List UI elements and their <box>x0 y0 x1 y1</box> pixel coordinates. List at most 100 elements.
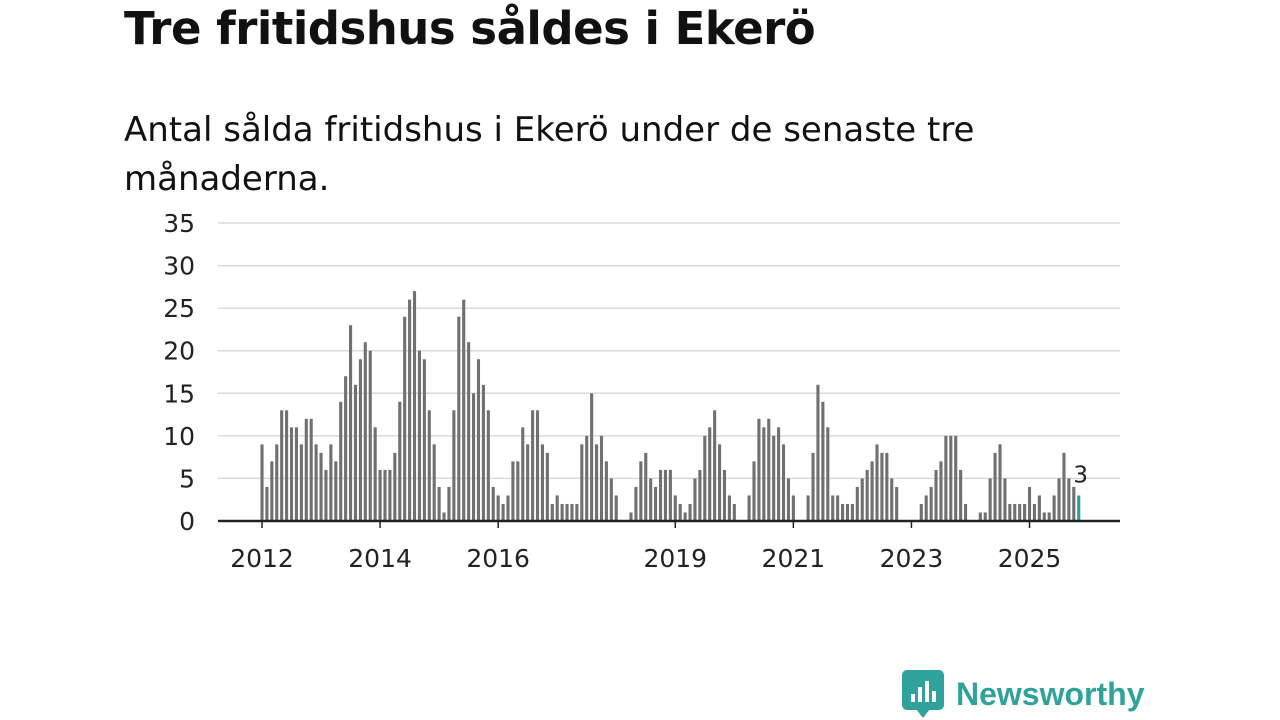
y-tick-label: 35 <box>163 209 195 238</box>
bar <box>319 452 323 521</box>
bar <box>629 512 633 521</box>
bar <box>550 503 554 521</box>
bar <box>265 486 269 521</box>
highlight-data-label: 3 <box>1073 462 1088 488</box>
bar <box>757 418 761 521</box>
bar <box>516 461 520 521</box>
bar <box>467 342 471 521</box>
bar <box>703 435 707 521</box>
bar <box>688 503 692 521</box>
bar <box>585 435 589 521</box>
bar <box>668 469 672 521</box>
bar <box>476 359 481 521</box>
y-tick-label: 20 <box>163 337 195 366</box>
bar <box>988 478 992 521</box>
bar <box>599 435 604 521</box>
y-tick-label: 10 <box>163 422 195 451</box>
bar <box>570 503 574 521</box>
bar <box>959 469 963 521</box>
bar <box>673 495 677 521</box>
bar <box>752 461 756 521</box>
bar <box>432 444 436 521</box>
bar <box>639 461 643 521</box>
bar <box>462 299 466 521</box>
bar <box>1023 503 1027 521</box>
bar <box>644 452 648 521</box>
x-tick-label: 2021 <box>762 544 826 573</box>
bar <box>309 418 313 521</box>
bar <box>978 512 982 521</box>
chart-subtitle: Antal sålda fritidshus i Ekerö under de … <box>124 110 975 199</box>
bar <box>501 503 505 521</box>
bar <box>1062 452 1066 521</box>
bar <box>481 384 485 521</box>
bar <box>1057 478 1061 521</box>
bar <box>1067 478 1071 521</box>
bar <box>353 384 358 521</box>
bar <box>1018 503 1022 521</box>
bar <box>855 486 859 521</box>
bar <box>511 461 515 521</box>
bar <box>772 435 776 521</box>
bar <box>777 427 781 521</box>
bar <box>786 478 790 521</box>
bar <box>693 478 697 521</box>
bar <box>368 350 372 521</box>
bar <box>540 444 544 521</box>
bar <box>358 359 362 521</box>
bar <box>299 444 303 521</box>
bar <box>531 410 535 521</box>
bar <box>845 503 850 521</box>
newsworthy-brand: Newsworthy <box>902 670 1144 718</box>
bar <box>491 486 495 521</box>
x-tick-label: 2019 <box>643 544 707 573</box>
bar <box>535 410 540 521</box>
bar <box>422 359 426 521</box>
bar <box>683 512 687 521</box>
bar <box>826 427 830 521</box>
brand-name: Newsworthy <box>956 675 1145 712</box>
bar <box>678 503 682 521</box>
bar <box>521 427 525 521</box>
bar <box>811 452 815 521</box>
bar <box>437 486 441 521</box>
bar <box>983 512 987 521</box>
bar <box>383 469 387 521</box>
bar <box>698 469 702 521</box>
bar <box>270 461 274 521</box>
bar <box>880 452 884 521</box>
bar <box>747 495 751 521</box>
bar <box>865 469 869 521</box>
bar <box>816 384 820 521</box>
bar <box>649 478 653 521</box>
bar <box>1032 503 1036 521</box>
bar <box>373 427 377 521</box>
newsworthy-logo-icon <box>902 670 944 718</box>
bar <box>919 503 923 521</box>
x-tick-label: 2025 <box>998 544 1062 573</box>
x-tick-label: 2014 <box>348 544 412 573</box>
bar <box>1052 495 1056 521</box>
bar <box>860 478 864 521</box>
bar <box>1013 503 1017 521</box>
bar <box>718 444 722 521</box>
bar <box>658 469 663 521</box>
x-tick-label: 2012 <box>230 544 294 573</box>
bar <box>821 401 825 521</box>
bar <box>1037 495 1041 521</box>
bar <box>388 469 392 521</box>
bar <box>654 486 658 521</box>
bar <box>934 469 938 521</box>
bar <box>285 410 289 521</box>
bar <box>1008 503 1012 521</box>
bar <box>472 393 476 521</box>
bar <box>998 444 1002 521</box>
bar <box>939 461 943 521</box>
bar <box>732 503 736 521</box>
bar <box>427 410 431 521</box>
bar <box>412 291 417 521</box>
bar <box>329 444 333 521</box>
bar <box>885 452 889 521</box>
bar <box>590 393 594 521</box>
bar <box>895 486 899 521</box>
